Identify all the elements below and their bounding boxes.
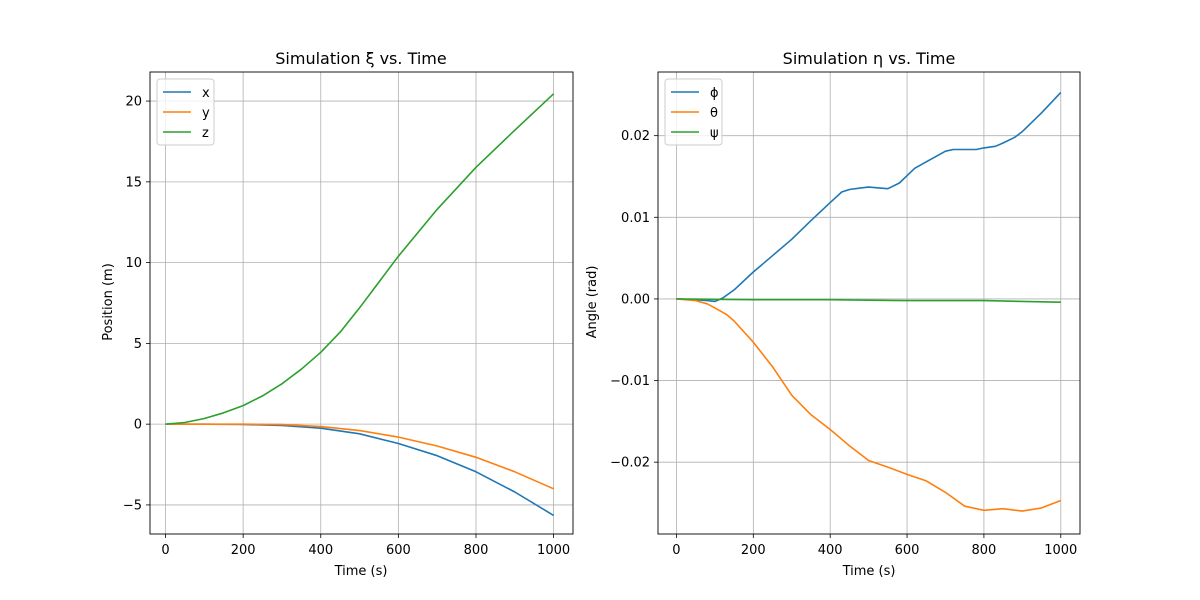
y-tick-label: 5 <box>134 337 142 352</box>
series-line-2 <box>676 298 1061 303</box>
y-tick-label: 15 <box>125 175 142 190</box>
x-tick-label: 800 <box>464 543 489 558</box>
y-tick-label: 20 <box>125 95 142 110</box>
legend-label: x <box>202 86 210 101</box>
x-axis-label: Time (s) <box>334 564 388 579</box>
legend-label: ψ <box>710 126 719 141</box>
plot-frame <box>149 71 574 535</box>
series-line-1 <box>165 423 554 490</box>
series-line-2 <box>165 93 555 425</box>
x-tick-label: 800 <box>972 543 997 558</box>
series-line-0 <box>676 91 1062 303</box>
y-tick-label: 0.01 <box>621 211 650 226</box>
chart-title: Simulation η vs. Time <box>783 49 956 68</box>
chart-title: Simulation ξ vs. Time <box>275 49 446 68</box>
x-tick-label: 0 <box>161 543 169 558</box>
legend-label: θ <box>710 106 718 121</box>
x-axis-label: Time (s) <box>842 564 896 579</box>
y-tick-label: −0.01 <box>610 374 650 389</box>
y-axis-label: Angle (rad) <box>585 266 600 339</box>
x-tick-label: 600 <box>895 543 920 558</box>
x-tick-label: 200 <box>741 543 766 558</box>
x-tick-label: 200 <box>231 543 256 558</box>
x-tick-label: 1000 <box>537 543 570 558</box>
legend-label: ϕ <box>710 86 719 101</box>
legend-label: y <box>202 106 210 121</box>
y-tick-label: 0.00 <box>621 292 650 307</box>
legend: ϕθψ <box>664 78 723 146</box>
x-tick-label: 1000 <box>1044 543 1077 558</box>
x-tick-label: 400 <box>308 543 333 558</box>
legend-label: z <box>202 126 209 141</box>
x-tick-label: 600 <box>386 543 411 558</box>
y-tick-label: 0.02 <box>621 129 650 144</box>
y-tick-label: 0 <box>134 418 142 433</box>
angle-panel: Simulation η vs. Time Time (s) Angle (ra… <box>585 49 1081 579</box>
series-line-1 <box>676 298 1062 512</box>
plot-frame <box>657 71 1081 535</box>
y-tick-label: −5 <box>123 498 142 513</box>
y-tick-label: −0.02 <box>610 456 650 471</box>
x-tick-label: 400 <box>818 543 843 558</box>
x-tick-label: 0 <box>672 543 680 558</box>
y-tick-label: 10 <box>125 256 142 271</box>
y-axis-label: Position (m) <box>101 263 116 341</box>
position-panel: Simulation ξ vs. Time Time (s) Position … <box>101 49 574 579</box>
legend: xyz <box>156 78 215 146</box>
